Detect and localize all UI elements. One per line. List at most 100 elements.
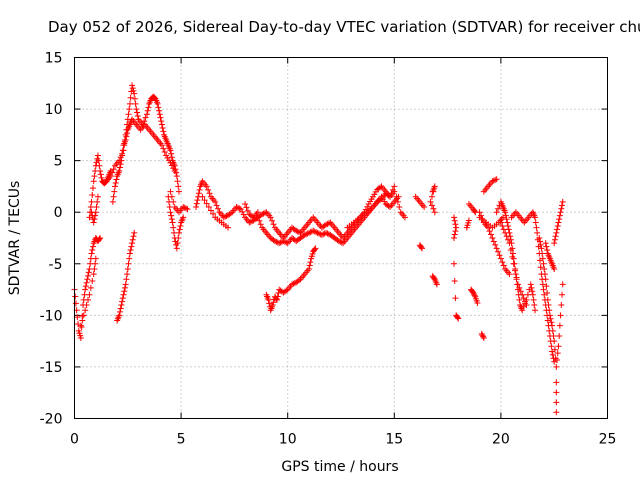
data-point [126, 250, 133, 257]
data-point [159, 124, 166, 131]
data-point [171, 167, 178, 174]
data-point [141, 118, 148, 125]
y-tick-label: 5 [54, 154, 63, 170]
data-point [311, 228, 318, 235]
data-point [544, 290, 551, 297]
data-point [452, 221, 459, 228]
data-point [514, 281, 521, 288]
data-point [95, 157, 102, 164]
data-point [451, 277, 458, 284]
data-point [158, 118, 165, 125]
data-point [480, 335, 487, 342]
y-tick-label: 10 [45, 102, 63, 118]
data-point [499, 259, 506, 266]
data-point [89, 192, 96, 199]
data-point [539, 255, 546, 262]
data-point [497, 219, 504, 226]
data-point [549, 351, 556, 358]
x-axis-label: GPS time / hours [281, 459, 398, 475]
data-point [479, 332, 486, 339]
data-point [553, 363, 560, 370]
data-point [539, 281, 546, 288]
data-point [537, 241, 544, 248]
data-point [516, 296, 523, 303]
data-point [428, 202, 435, 209]
data-point [85, 272, 92, 279]
data-point [512, 271, 519, 278]
y-axis-label: SDTVAR / TECUs [7, 181, 23, 296]
data-point [156, 111, 163, 118]
data-point [173, 173, 180, 180]
data-point [121, 284, 128, 291]
data-point [450, 260, 457, 267]
data-point [129, 82, 136, 89]
data-point [519, 291, 526, 298]
data-point [168, 162, 175, 169]
data-point [131, 90, 138, 97]
data-point [167, 159, 174, 166]
data-point [97, 171, 104, 178]
data-point [559, 291, 566, 298]
data-point [124, 265, 131, 272]
data-point [161, 149, 168, 156]
data-point [174, 178, 181, 185]
data-point [120, 291, 127, 298]
data-point [116, 164, 123, 171]
data-point [306, 229, 313, 236]
data-point [557, 312, 564, 319]
data-point [335, 238, 342, 245]
data-point [156, 107, 163, 114]
data-point [554, 226, 561, 233]
data-point [259, 211, 266, 218]
data-point [433, 281, 440, 288]
data-point [125, 260, 132, 267]
data-point [240, 211, 247, 218]
data-point [85, 269, 92, 276]
data-point [553, 389, 560, 396]
data-point [486, 228, 493, 235]
data-point [534, 229, 541, 236]
data-point [288, 281, 295, 288]
data-point [529, 291, 536, 298]
data-point [478, 330, 485, 337]
data-point [261, 209, 268, 216]
data-point [451, 231, 458, 238]
data-point [88, 198, 95, 205]
data-point [92, 260, 99, 267]
data-point [154, 100, 161, 107]
axis-ticks: 0 5 10 15 20 25 -20 -15 -10 -5 0 5 10 15 [40, 51, 617, 448]
data-point [155, 104, 162, 111]
data-point [454, 314, 461, 321]
data-point [96, 162, 103, 169]
data-point [134, 109, 141, 116]
data-point [320, 231, 327, 238]
data-point [500, 262, 507, 269]
data-point [170, 165, 177, 172]
data-point [89, 247, 96, 254]
data-point [130, 87, 137, 94]
data-point [168, 193, 175, 200]
data-point [122, 137, 129, 144]
data-point [170, 198, 177, 205]
data-point [111, 188, 118, 195]
data-point [227, 210, 234, 217]
data-point [134, 112, 141, 119]
data-point [497, 255, 504, 262]
data-point [142, 114, 149, 121]
data-point [418, 244, 425, 251]
data-point [556, 332, 563, 339]
data-point [117, 161, 124, 168]
data-point [324, 230, 331, 237]
data-point [247, 218, 254, 225]
data-point [428, 193, 435, 200]
y-tick-label: -5 [49, 257, 63, 273]
data-point [242, 200, 249, 207]
data-point [168, 216, 175, 223]
data-point [193, 200, 200, 207]
data-point [493, 176, 500, 183]
data-point [419, 245, 426, 252]
data-point [124, 271, 131, 278]
data-point [551, 338, 558, 345]
data-point [532, 214, 539, 221]
data-point [554, 357, 561, 364]
